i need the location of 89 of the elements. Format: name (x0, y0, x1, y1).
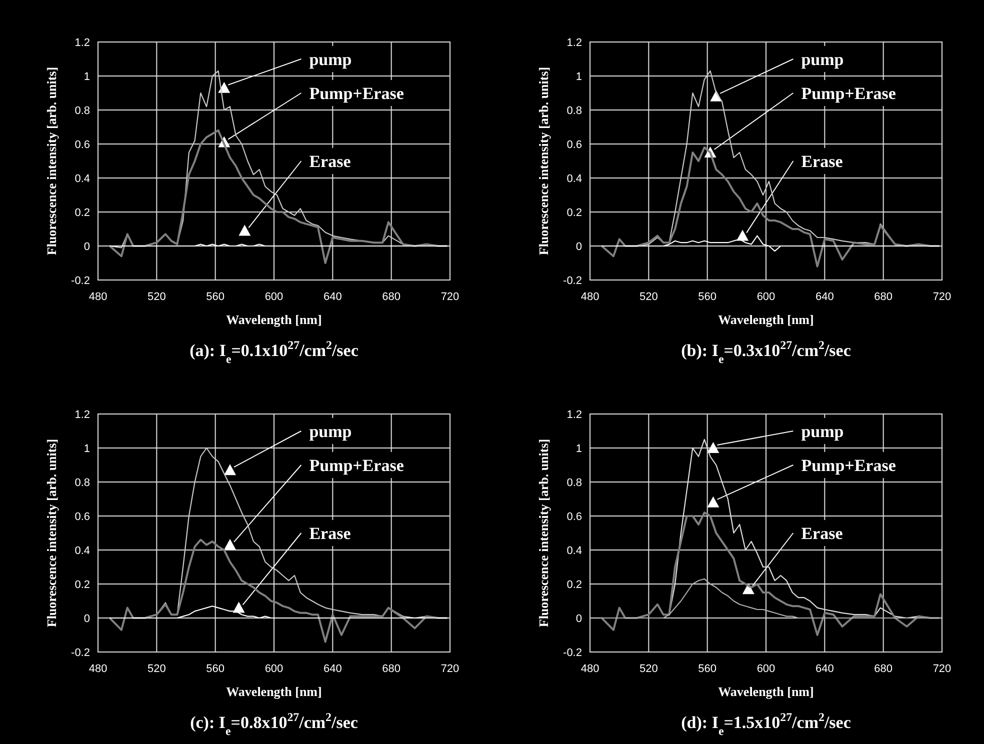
y-tick-label: 0 (84, 240, 90, 253)
annotation: pump (309, 50, 352, 69)
text: (a): I$_{e}$=0.1x10$^{27}$/cm$^{2}$/sec (190, 338, 359, 366)
y-tick-label: 0.2 (566, 578, 582, 591)
y-tick-label: 0.6 (566, 510, 582, 523)
y-tick-label: 0.4 (74, 544, 90, 557)
line-series (601, 578, 940, 619)
x-tick-label: 720 (932, 291, 952, 303)
x-tick-label: 720 (932, 663, 952, 675)
y-tick-label: 0.8 (566, 476, 582, 489)
line-series (600, 146, 940, 268)
y-tick-label: 0.4 (566, 172, 582, 185)
x-tick-label: 600 (756, 663, 776, 675)
y-tick-label: -0.2 (71, 646, 90, 659)
x-tick-label: 600 (264, 291, 284, 303)
y-tick-label: 0.6 (74, 510, 90, 523)
y-axis-title: Fluorescence intensity [arb. units] (44, 66, 59, 256)
annotation: Erase (801, 152, 844, 171)
y-tick-label: 1 (576, 70, 582, 83)
x-tick-label: 560 (698, 663, 717, 675)
y-tick-label: -0.2 (563, 274, 582, 287)
y-tick-label: 0 (576, 612, 582, 625)
x-tick-label: 480 (88, 663, 108, 675)
line-series (600, 512, 940, 636)
y-tick-label: 1.2 (566, 408, 582, 421)
x-tick-label: 520 (639, 663, 658, 675)
text: (b): I$_{e}$=0.3x10$^{27}$/cm$^{2}$/sec (681, 338, 852, 366)
y-tick-label: -0.2 (563, 646, 582, 659)
y-tick-label: 0.2 (74, 206, 90, 219)
text: (c): I$_{e}$=0.8x10$^{27}$/cm$^{2}$/sec (190, 710, 358, 738)
y-tick-label: 1 (84, 70, 90, 83)
y-tick-label: 1.2 (74, 36, 90, 49)
x-tick-label: 520 (639, 291, 658, 303)
y-axis-title: Fluorescence intensity [arb. units] (536, 66, 551, 256)
annotation: Erase (801, 524, 844, 543)
x-axis-title: Wavelength [nm] (226, 312, 322, 327)
annotation: Erase (309, 524, 352, 543)
annotation: pump (801, 50, 844, 69)
annotation: Pump+Erase (801, 84, 896, 103)
x-axis-title: Wavelength [nm] (718, 684, 814, 699)
x-tick-label: 600 (264, 663, 284, 675)
annotation: Pump+Erase (309, 84, 404, 103)
x-tick-label: 640 (323, 291, 342, 303)
y-tick-label: 0.2 (566, 206, 582, 219)
x-tick-label: 720 (440, 663, 460, 675)
x-tick-label: 480 (88, 291, 108, 303)
line-series (108, 129, 448, 264)
x-axis-title: Wavelength [nm] (718, 312, 814, 327)
y-tick-label: 0.6 (74, 138, 90, 151)
y-tick-label: 1 (576, 442, 582, 455)
annotation: pump (801, 422, 844, 441)
x-tick-label: 560 (698, 291, 717, 303)
annotation: Pump+Erase (801, 456, 896, 475)
y-tick-label: 0.6 (566, 138, 582, 151)
y-tick-label: 0.2 (74, 578, 90, 591)
y-tick-label: 0.8 (566, 104, 582, 117)
y-axis-title: Fluorescence intensity [arb. units] (44, 438, 59, 628)
y-tick-label: 0.8 (74, 476, 90, 489)
y-tick-label: 0 (84, 612, 90, 625)
x-tick-label: 560 (206, 291, 225, 303)
x-tick-label: 640 (815, 663, 834, 675)
x-tick-label: 560 (206, 663, 225, 675)
text: (d): I$_{e}$=1.5x10$^{27}$/cm$^{2}$/sec (681, 710, 852, 738)
x-tick-label: 520 (147, 291, 166, 303)
x-tick-label: 680 (382, 291, 401, 303)
x-axis-title: Wavelength [nm] (226, 684, 322, 699)
x-tick-label: 480 (580, 663, 600, 675)
y-tick-label: 1.2 (74, 408, 90, 421)
x-tick-label: 640 (815, 291, 834, 303)
x-tick-label: 720 (440, 291, 460, 303)
x-tick-label: 480 (580, 291, 600, 303)
annotation: Erase (309, 152, 352, 171)
y-tick-label: 1 (84, 442, 90, 455)
y-tick-label: 0.4 (566, 544, 582, 557)
x-tick-label: 520 (147, 663, 166, 675)
x-tick-label: 600 (756, 291, 776, 303)
y-tick-label: 0 (576, 240, 582, 253)
y-tick-label: 0.4 (74, 172, 90, 185)
annotation: Pump+Erase (309, 456, 404, 475)
line-series (108, 538, 448, 643)
y-tick-label: 1.2 (566, 36, 582, 49)
x-tick-label: 640 (323, 663, 342, 675)
annotation: pump (309, 422, 352, 441)
x-tick-label: 680 (874, 663, 893, 675)
y-axis-title: Fluorescence intensity [arb. units] (536, 438, 551, 628)
x-tick-label: 680 (874, 291, 893, 303)
y-tick-label: 0.8 (74, 104, 90, 117)
x-tick-label: 680 (382, 663, 401, 675)
y-tick-label: -0.2 (71, 274, 90, 287)
